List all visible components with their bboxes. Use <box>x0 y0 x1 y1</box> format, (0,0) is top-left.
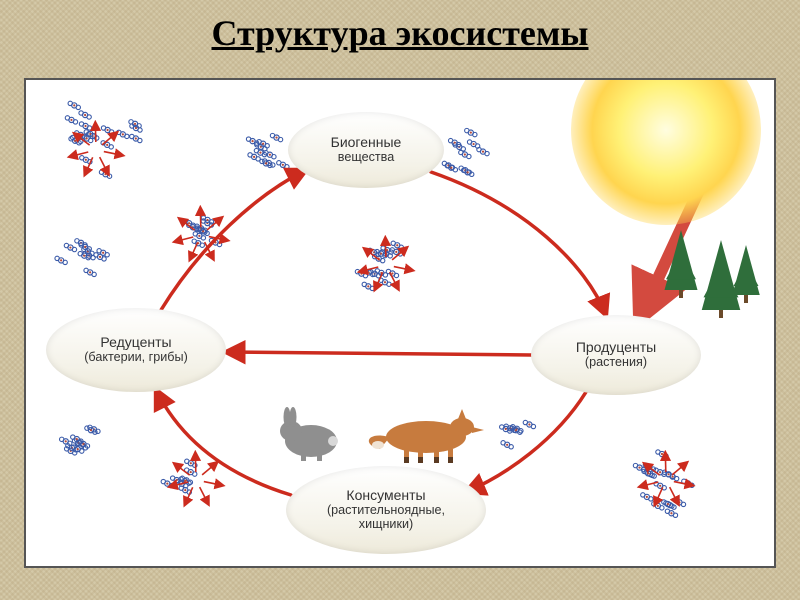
molecule-cluster <box>65 101 142 178</box>
node-sublabel: хищники) <box>359 518 413 532</box>
node-consumers: Консументы(растительноядные,хищники) <box>286 466 486 554</box>
node-label: Редуценты <box>100 335 171 350</box>
page: Структура экосистемы Биогенныевещества Пр… <box>0 0 800 600</box>
arrow-producers-consumers <box>466 392 586 492</box>
rabbit-icon <box>280 407 338 461</box>
page-title: Структура экосистемы <box>0 12 800 54</box>
molecule-cluster <box>55 239 109 277</box>
node-sublabel: (бактерии, грибы) <box>84 351 188 365</box>
molecule-cluster <box>60 425 101 455</box>
fox-icon <box>369 409 484 463</box>
node-sublabel: (растения) <box>585 356 647 370</box>
molecule-cluster <box>183 216 222 248</box>
node-sublabel: вещества <box>338 151 394 165</box>
molecule-cluster <box>355 241 403 290</box>
molecule-cluster <box>246 133 289 169</box>
arrow-producers-reducers <box>226 352 531 355</box>
scatter-arrows <box>359 237 414 291</box>
tree-icon <box>702 240 741 318</box>
node-label: Биогенные <box>331 135 402 150</box>
node-reducers: Редуценты(бактерии, грибы) <box>46 308 226 392</box>
node-label: Консументы <box>346 488 425 503</box>
arrow-biogenic-producers <box>431 172 606 315</box>
node-sublabel: (растительноядные, <box>327 504 445 518</box>
tree-icon <box>732 245 760 303</box>
ecosystem-diagram: Биогенныевещества Продуценты(растения) Кон… <box>24 78 776 568</box>
node-producers: Продуценты(растения) <box>531 315 701 395</box>
molecule-cluster <box>442 128 489 176</box>
node-label: Продуценты <box>576 340 656 355</box>
molecule-cluster <box>500 420 536 449</box>
scatter-arrows <box>69 122 124 176</box>
node-biogenic: Биогенныевещества <box>288 112 444 188</box>
